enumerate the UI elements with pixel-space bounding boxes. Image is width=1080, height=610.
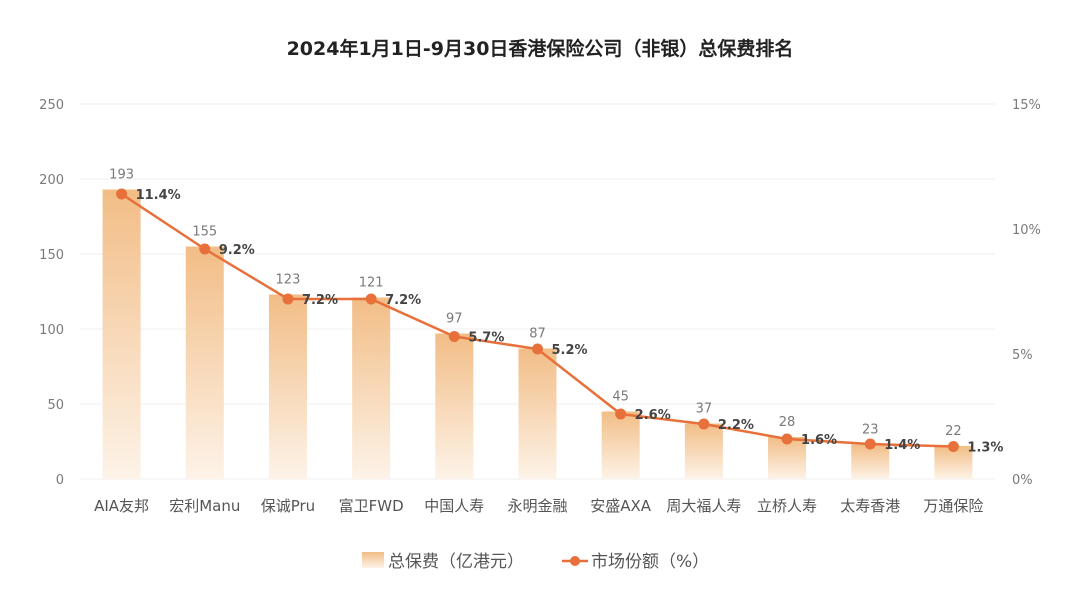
bar-value-label: 97 [446, 312, 463, 327]
left-axis-tick-label: 150 [39, 248, 64, 263]
left-axis: 0 50 100 150 200 250 [39, 98, 64, 488]
bar-value-label: 155 [192, 225, 217, 240]
left-axis-tick-label: 250 [39, 98, 64, 113]
share-point [448, 331, 460, 342]
bar [684, 423, 723, 479]
share-value-label: 1.6% [801, 433, 837, 448]
share-value-label: 5.7% [468, 331, 504, 346]
share-value-label: 5.2% [552, 343, 588, 358]
bar-value-label: 123 [276, 273, 301, 288]
share-point [947, 441, 959, 452]
category-label: 立桥人寿 [757, 497, 817, 515]
share-point [282, 293, 294, 305]
bar-value-label: 45 [612, 390, 629, 405]
right-axis: 0% 5% 10% 15% [1012, 98, 1041, 488]
bar-series: 193 155 123 121 97 87 45 37 28 23 22 [102, 168, 973, 479]
bar-value-label: 22 [945, 424, 962, 439]
share-point [781, 433, 793, 445]
share-value-label: 11.4% [136, 188, 181, 203]
legend: 总保费（亿港元） 市场份额（%） [362, 552, 709, 572]
bar [601, 411, 640, 479]
legend-bar-label: 总保费（亿港元） [388, 552, 524, 572]
legend-line-marker [570, 556, 580, 566]
left-axis-tick-label: 100 [39, 323, 64, 338]
bar-value-label: 193 [109, 168, 134, 183]
right-axis-tick-label: 10% [1012, 223, 1041, 238]
right-axis-tick-label: 5% [1012, 348, 1033, 363]
left-axis-tick-label: 200 [39, 173, 64, 188]
bar [268, 294, 307, 479]
bar [352, 297, 391, 479]
share-value-label: 2.2% [718, 418, 754, 433]
bar [435, 333, 474, 479]
share-point [116, 188, 128, 200]
category-label: 富卫FWD [339, 497, 404, 515]
bar-value-label: 121 [359, 276, 384, 291]
share-value-label: 2.6% [635, 408, 671, 423]
category-label: 太寿香港 [840, 497, 900, 515]
share-value-label: 7.2% [302, 293, 338, 308]
bar [851, 444, 890, 479]
category-label: 安盛AXA [590, 497, 652, 515]
left-axis-tick-label: 0 [56, 473, 64, 488]
category-label: 万通保险 [923, 497, 983, 515]
category-label: 保诚Pru [261, 497, 315, 515]
share-value-label: 1.3% [967, 441, 1003, 456]
share-point [864, 438, 876, 450]
share-point [365, 293, 377, 305]
share-value-label: 9.2% [219, 243, 255, 258]
line-series: 11.4% 9.2% 7.2% 7.2% 5.7% 5.2% 2.6% 2.2% 1.6% 1.4… [116, 188, 1003, 456]
share-point [532, 343, 543, 355]
category-label: 周大福人寿 [666, 497, 741, 515]
right-axis-tick-label: 0% [1012, 473, 1033, 488]
bar-value-label: 87 [529, 327, 546, 342]
category-label: 宏利Manu [169, 497, 240, 515]
category-label: AIA友邦 [94, 497, 149, 515]
share-value-label: 1.4% [884, 438, 920, 453]
bar [518, 348, 557, 479]
bar [102, 189, 141, 479]
category-axis: AIA友邦 宏利Manu 保诚Pru 富卫FWD 中国人寿 永明金融 安盛AXA 周大福人寿立… [94, 497, 983, 515]
share-point [615, 408, 627, 420]
category-label: 中国人寿 [424, 497, 484, 515]
bar [185, 246, 224, 479]
bar-value-label: 28 [779, 415, 796, 430]
grid-layer [80, 103, 995, 480]
left-axis-tick-label: 50 [47, 398, 64, 413]
bar-value-label: 37 [696, 402, 713, 417]
share-point [698, 418, 710, 430]
category-label: 永明金融 [507, 497, 567, 515]
bar-value-label: 23 [862, 423, 879, 438]
share-point [199, 243, 211, 255]
chart-title: 2024年1月1日-9月30日香港保险公司（非银）总保费排名 [287, 37, 794, 60]
legend-bar-swatch [362, 552, 384, 568]
right-axis-tick-label: 15% [1012, 98, 1041, 113]
legend-line-label: 市场份额（%） [591, 552, 709, 572]
share-value-label: 7.2% [385, 293, 421, 308]
